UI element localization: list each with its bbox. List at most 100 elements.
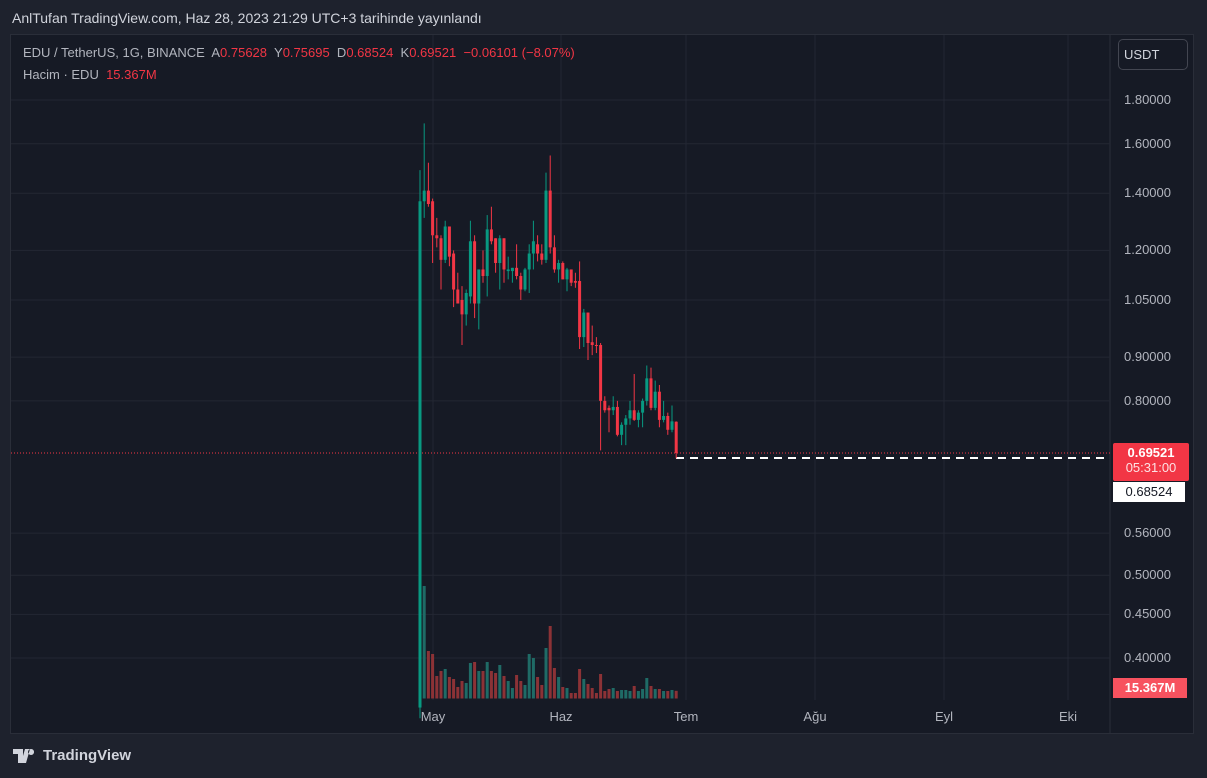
volume-bar [460, 681, 464, 699]
candle-body [468, 241, 472, 297]
candle-body [590, 342, 594, 345]
volume-value: 15.367M [106, 67, 157, 82]
candle-body [502, 238, 506, 270]
time-tick-label: Tem [673, 709, 699, 724]
volume-bar [636, 691, 640, 699]
candle-body [552, 247, 556, 270]
price-tick-label: 1.05000 [1124, 291, 1171, 307]
volume-bar [447, 677, 451, 699]
volume-bar [628, 691, 632, 699]
price-tick-label: 0.50000 [1124, 567, 1171, 583]
volume-bar [473, 662, 477, 699]
volume-bar [594, 693, 598, 699]
volume-label[interactable]: Hacim · EDU [23, 67, 99, 82]
candle-body [498, 238, 502, 264]
candle-body [481, 269, 485, 277]
volume-bar [645, 678, 649, 699]
candle-body [443, 226, 447, 260]
candle-body [569, 269, 573, 283]
low-label: D [336, 45, 347, 60]
candle-body [473, 241, 477, 304]
candle-body [666, 416, 670, 430]
candle-body [540, 253, 544, 260]
candle-body [494, 238, 498, 264]
time-tick-label: Ağu [803, 709, 827, 724]
volume-bar [582, 679, 586, 699]
tradingview-logo[interactable]: TradingView [13, 747, 131, 764]
symbol-label[interactable]: EDU / TetherUS, 1G, BINANCE [23, 45, 205, 60]
open-label: A [211, 45, 221, 60]
low-value: 0.68524 [346, 45, 394, 60]
candle-body [632, 410, 636, 420]
volume-bar [426, 651, 430, 699]
currency-button[interactable]: USDT [1118, 39, 1188, 70]
candle-body [439, 238, 443, 260]
bar-countdown: 05:31:00 [1125, 460, 1177, 475]
candle-body [515, 267, 519, 277]
price-tick-label: 0.80000 [1124, 392, 1171, 408]
candle-body [510, 267, 514, 272]
candle-body [578, 281, 582, 338]
volume-bar [435, 676, 439, 699]
volume-price-label: 15.367M [1113, 678, 1187, 698]
volume-bar [498, 665, 502, 699]
volume-bar [666, 691, 670, 699]
open-value: 0.75628 [220, 45, 268, 60]
last-price-label: 0.69521 05:31:00 [1113, 443, 1189, 481]
time-tick-label: Eki [1058, 709, 1078, 724]
price-tick-label: 1.20000 [1124, 242, 1171, 258]
volume-bar [481, 671, 485, 699]
price-tick-label: 0.40000 [1124, 650, 1171, 665]
candle-body [464, 292, 468, 315]
ohlc-legend: EDU / TetherUS, 1G, BINANCE A0.75628 Y 0.… [23, 45, 575, 60]
last-price: 0.69521 [1127, 445, 1175, 460]
candle-body [653, 391, 657, 408]
volume-bar [620, 690, 624, 699]
candle-body [452, 253, 456, 290]
volume-bar [494, 673, 498, 699]
volume-bar [502, 676, 506, 699]
candle-body [615, 406, 619, 435]
volume-bar [632, 686, 636, 699]
low-price-label: 0.68524 [1113, 482, 1185, 502]
candle-body [456, 289, 460, 304]
volume-bar [611, 688, 615, 699]
change-value: −0.06101 (−8.07%) [463, 45, 575, 60]
candle-body [641, 400, 645, 413]
candle-body [426, 190, 430, 204]
volume-bar [590, 688, 594, 699]
volume-bar [561, 687, 565, 699]
volume-bar [670, 690, 674, 699]
high-label: Y [274, 45, 283, 60]
candle-body [662, 416, 666, 420]
volume-bar [674, 690, 678, 699]
price-tick-label: 0.56000 [1124, 525, 1171, 541]
close-value: 0.69521 [409, 45, 457, 60]
volume-bar [477, 671, 481, 699]
volume-bar [615, 691, 619, 699]
candle-body [594, 344, 598, 346]
volume-bar [439, 671, 443, 699]
volume-bar [573, 693, 577, 699]
price-tick-label: 0.90000 [1124, 349, 1171, 365]
candle-body [418, 201, 422, 708]
candle-body [607, 407, 611, 411]
volume-bar [506, 681, 510, 699]
volume-bar [569, 693, 573, 699]
volume-bar [531, 658, 535, 699]
time-tick-label: Eyl [934, 709, 954, 724]
candle-body [485, 229, 489, 277]
volume-bar [510, 688, 514, 699]
volume-bar [578, 669, 582, 699]
candle-body [489, 229, 493, 242]
candle-body [548, 190, 552, 248]
volume-bar [599, 674, 603, 699]
price-tick-label: 0.45000 [1124, 606, 1171, 622]
volume-bar [548, 626, 552, 699]
candle-body [657, 391, 661, 420]
candle-body [536, 244, 540, 254]
volume-bar [519, 681, 523, 699]
tradingview-logo-icon [13, 748, 35, 763]
volume-bar [544, 648, 548, 699]
